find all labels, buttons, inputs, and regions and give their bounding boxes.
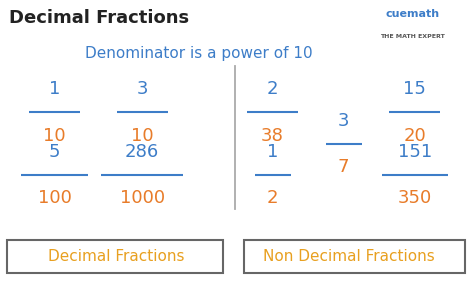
Text: 286: 286 [125, 143, 159, 161]
Text: 2: 2 [267, 80, 278, 98]
Text: THE MATH EXPERT: THE MATH EXPERT [380, 34, 445, 39]
Text: Non Decimal Fractions: Non Decimal Fractions [263, 249, 434, 264]
Text: Decimal Fractions: Decimal Fractions [9, 9, 190, 27]
Text: 20: 20 [403, 127, 426, 145]
Text: 10: 10 [43, 127, 66, 145]
Text: Denominator is a power of 10: Denominator is a power of 10 [85, 46, 313, 61]
Text: Decimal Fractions: Decimal Fractions [48, 249, 184, 264]
Text: 1: 1 [267, 143, 278, 161]
Text: 2: 2 [267, 189, 278, 207]
FancyBboxPatch shape [7, 240, 223, 273]
Text: 10: 10 [131, 127, 154, 145]
Text: 151: 151 [398, 143, 432, 161]
FancyBboxPatch shape [244, 240, 465, 273]
Text: 3: 3 [137, 80, 148, 98]
Text: 38: 38 [261, 127, 284, 145]
Text: cuemath: cuemath [385, 9, 439, 19]
Text: 7: 7 [338, 158, 349, 176]
Text: 15: 15 [403, 80, 426, 98]
Text: 1: 1 [49, 80, 60, 98]
Text: 5: 5 [49, 143, 60, 161]
Text: 100: 100 [37, 189, 72, 207]
Text: 1000: 1000 [119, 189, 165, 207]
Text: 3: 3 [338, 112, 349, 130]
Text: 350: 350 [398, 189, 432, 207]
